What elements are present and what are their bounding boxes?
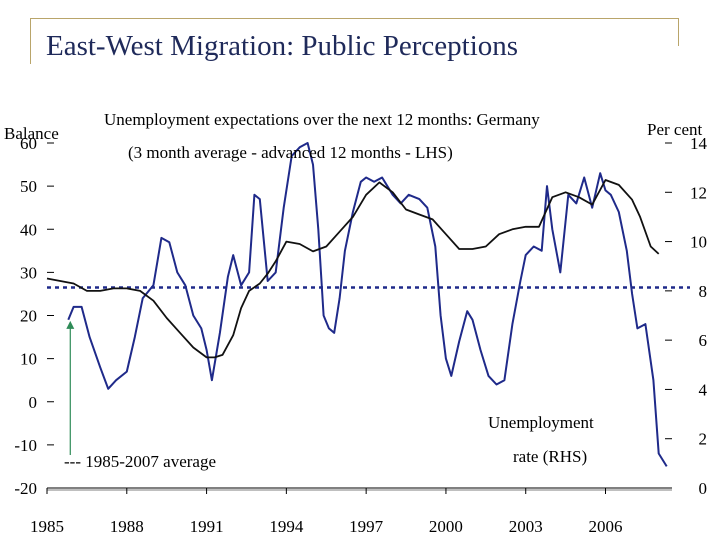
left-tick-label: 40	[20, 220, 37, 239]
right-tick-label: 14	[690, 134, 708, 153]
x-tick-label: 1997	[349, 517, 384, 536]
title-rule-left	[30, 18, 31, 64]
x-tick-label: 1994	[269, 517, 304, 536]
expectations-series-line	[67, 142, 668, 467]
left-tick-label: -20	[14, 479, 37, 498]
x-tick-label: 2000	[429, 517, 463, 536]
unemployment-annotation-line1: Unemployment	[488, 413, 594, 432]
left-tick-label: 30	[20, 263, 37, 282]
left-tick-label: -10	[14, 436, 37, 455]
right-tick-label: 8	[699, 282, 708, 301]
title-rule-right	[678, 18, 679, 46]
x-tick-label: 1991	[190, 517, 224, 536]
unemployment-series-line	[46, 179, 660, 359]
right-tick-label: 12	[690, 183, 707, 202]
series-layer	[46, 142, 668, 467]
average-reference-layer	[47, 286, 690, 455]
average-legend-label: --- 1985-2007 average	[64, 452, 216, 471]
right-axis-label: Per cent	[647, 120, 703, 139]
x-tick-label: 2006	[589, 517, 623, 536]
right-tick-label: 6	[699, 331, 708, 350]
x-tick-label: 1988	[110, 517, 144, 536]
left-tick-label: 50	[20, 177, 37, 196]
right-tick-label: 4	[699, 380, 708, 399]
left-tick-label: 10	[20, 350, 37, 369]
legend-arrowhead	[66, 320, 75, 329]
unemployment-annotation-line2: rate (RHS)	[513, 447, 587, 466]
left-axis-label: Balance	[4, 124, 59, 143]
x-tick-label: 1985	[30, 517, 64, 536]
chart-title: Unemployment expectations over the next …	[104, 110, 540, 129]
right-tick-label: 10	[690, 233, 707, 252]
right-tick-label: 2	[699, 430, 708, 449]
chart-subtitle: (3 month average - advanced 12 months - …	[128, 143, 453, 162]
left-tick-label: 60	[20, 134, 37, 153]
title-rule-top	[30, 18, 678, 19]
slide-title: East-West Migration: Public Perceptions	[46, 30, 519, 62]
right-tick-label: 0	[699, 479, 708, 498]
left-tick-label: 0	[29, 393, 38, 412]
x-tick-label: 2003	[509, 517, 543, 536]
left-tick-label: 20	[20, 307, 37, 326]
